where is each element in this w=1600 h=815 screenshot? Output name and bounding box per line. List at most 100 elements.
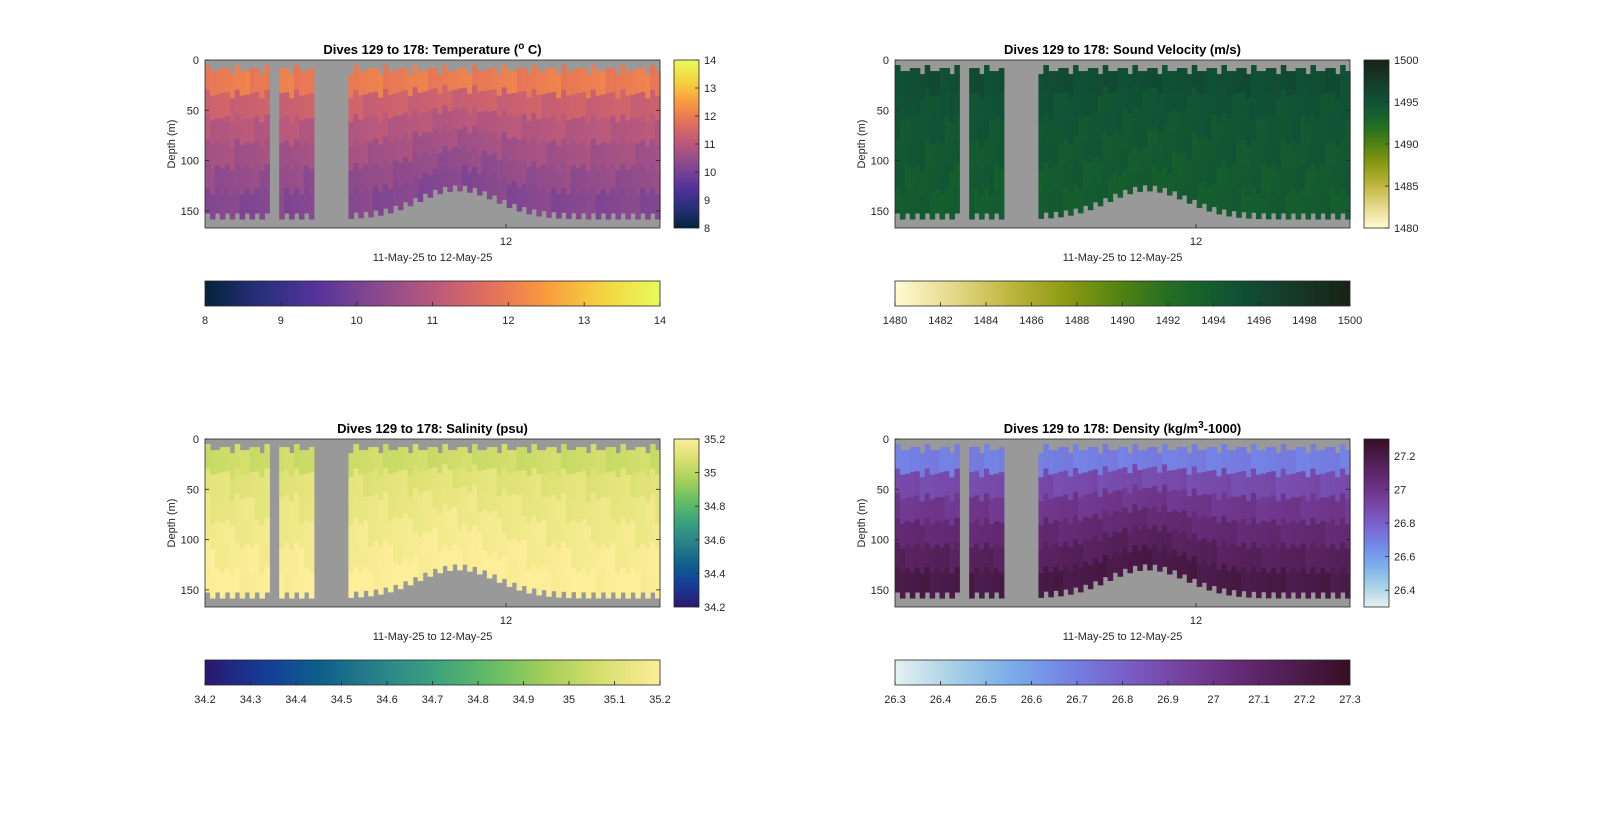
data-cell bbox=[259, 74, 265, 99]
data-cell bbox=[383, 539, 389, 564]
data-cell bbox=[1201, 516, 1208, 539]
data-cell bbox=[368, 92, 374, 119]
data-cell bbox=[1256, 450, 1262, 476]
y-tick-label: 100 bbox=[181, 156, 199, 168]
data-cell bbox=[1330, 164, 1336, 190]
data-cell bbox=[1152, 126, 1158, 147]
data-cell bbox=[600, 544, 607, 569]
data-cell bbox=[1280, 517, 1287, 544]
data-cell bbox=[541, 519, 547, 544]
data-cell bbox=[1186, 138, 1193, 161]
data-cell bbox=[974, 116, 980, 142]
data-cell bbox=[590, 163, 597, 189]
data-column bbox=[620, 444, 626, 593]
data-cell bbox=[1048, 523, 1054, 549]
data-cell bbox=[979, 573, 985, 599]
data-cell bbox=[353, 89, 359, 115]
data-cell bbox=[259, 194, 265, 220]
data-cell bbox=[551, 163, 557, 189]
data-cell bbox=[1171, 150, 1178, 172]
data-cell bbox=[645, 477, 651, 502]
data-column bbox=[209, 71, 216, 220]
data-cell bbox=[929, 548, 936, 574]
side-colorbar-label: 12 bbox=[704, 111, 716, 123]
data-cell bbox=[481, 71, 488, 92]
data-column bbox=[407, 74, 414, 207]
data-cell bbox=[363, 71, 369, 96]
y-axis-label: Depth (m) bbox=[166, 499, 178, 548]
data-cell bbox=[298, 120, 305, 146]
data-cell bbox=[437, 492, 443, 514]
data-cell bbox=[1285, 548, 1292, 574]
data-cell bbox=[209, 194, 216, 220]
data-cell bbox=[1315, 169, 1321, 195]
data-column bbox=[348, 74, 354, 219]
data-cell bbox=[630, 189, 636, 214]
data-cell bbox=[1216, 569, 1223, 594]
data-cell bbox=[1092, 513, 1099, 537]
data-cell bbox=[1127, 113, 1133, 135]
data-cell bbox=[1270, 543, 1277, 569]
data-cell bbox=[1107, 114, 1114, 137]
data-cell bbox=[1325, 472, 1331, 498]
data-cell bbox=[427, 468, 434, 491]
data-cell bbox=[909, 68, 916, 94]
data-cell bbox=[1251, 493, 1257, 519]
data-cell bbox=[298, 450, 305, 476]
data-cell bbox=[205, 138, 211, 165]
data-cell bbox=[526, 522, 533, 547]
data-cell bbox=[467, 512, 473, 533]
data-cell bbox=[1082, 517, 1089, 541]
data-cell bbox=[1186, 181, 1193, 204]
data-cell bbox=[1142, 71, 1148, 91]
data-cell bbox=[363, 94, 369, 119]
data-cell bbox=[1097, 96, 1104, 119]
data-cell bbox=[909, 118, 916, 145]
data-cell bbox=[605, 118, 612, 145]
data-cell bbox=[1127, 94, 1133, 115]
data-cell bbox=[944, 447, 951, 472]
data-cell bbox=[1181, 68, 1188, 90]
data-cell bbox=[279, 547, 285, 574]
data-cell bbox=[289, 573, 295, 599]
data-cell bbox=[1167, 470, 1173, 492]
data-cell bbox=[1122, 527, 1129, 549]
data-cell bbox=[501, 109, 508, 133]
data-cell bbox=[1181, 447, 1188, 469]
data-cell bbox=[363, 187, 369, 212]
data-cell bbox=[501, 65, 508, 89]
data-cell bbox=[412, 466, 419, 489]
data-cell bbox=[1162, 505, 1168, 527]
data-cell bbox=[249, 193, 256, 220]
data-cell bbox=[244, 71, 251, 96]
data-cell bbox=[1241, 470, 1247, 496]
data-cell bbox=[531, 444, 537, 469]
data-cell bbox=[462, 525, 468, 546]
data-cell bbox=[949, 194, 955, 220]
data-cell bbox=[1112, 152, 1119, 174]
data-cell bbox=[348, 74, 354, 99]
data-cell bbox=[1275, 194, 1282, 220]
data-cell bbox=[1157, 492, 1163, 513]
data-cell bbox=[244, 520, 251, 546]
data-cell bbox=[511, 450, 518, 473]
data-cell bbox=[417, 450, 424, 473]
data-cell bbox=[427, 554, 434, 577]
data-cell bbox=[407, 96, 414, 119]
data-cell bbox=[229, 74, 236, 99]
data-cell bbox=[472, 146, 478, 168]
data-cell bbox=[605, 522, 612, 549]
data-cell bbox=[575, 472, 582, 498]
data-cell bbox=[979, 170, 985, 196]
data-cell bbox=[417, 136, 424, 159]
data-cell bbox=[1171, 91, 1178, 112]
data-cell bbox=[1300, 116, 1307, 142]
data-cell bbox=[1157, 551, 1163, 572]
data-cell bbox=[279, 93, 285, 119]
data-cell bbox=[899, 573, 906, 599]
data-cell bbox=[264, 188, 270, 214]
data-cell bbox=[1167, 532, 1173, 554]
data-cell bbox=[373, 186, 379, 211]
data-cell bbox=[1275, 98, 1282, 123]
data-column bbox=[1122, 447, 1129, 569]
